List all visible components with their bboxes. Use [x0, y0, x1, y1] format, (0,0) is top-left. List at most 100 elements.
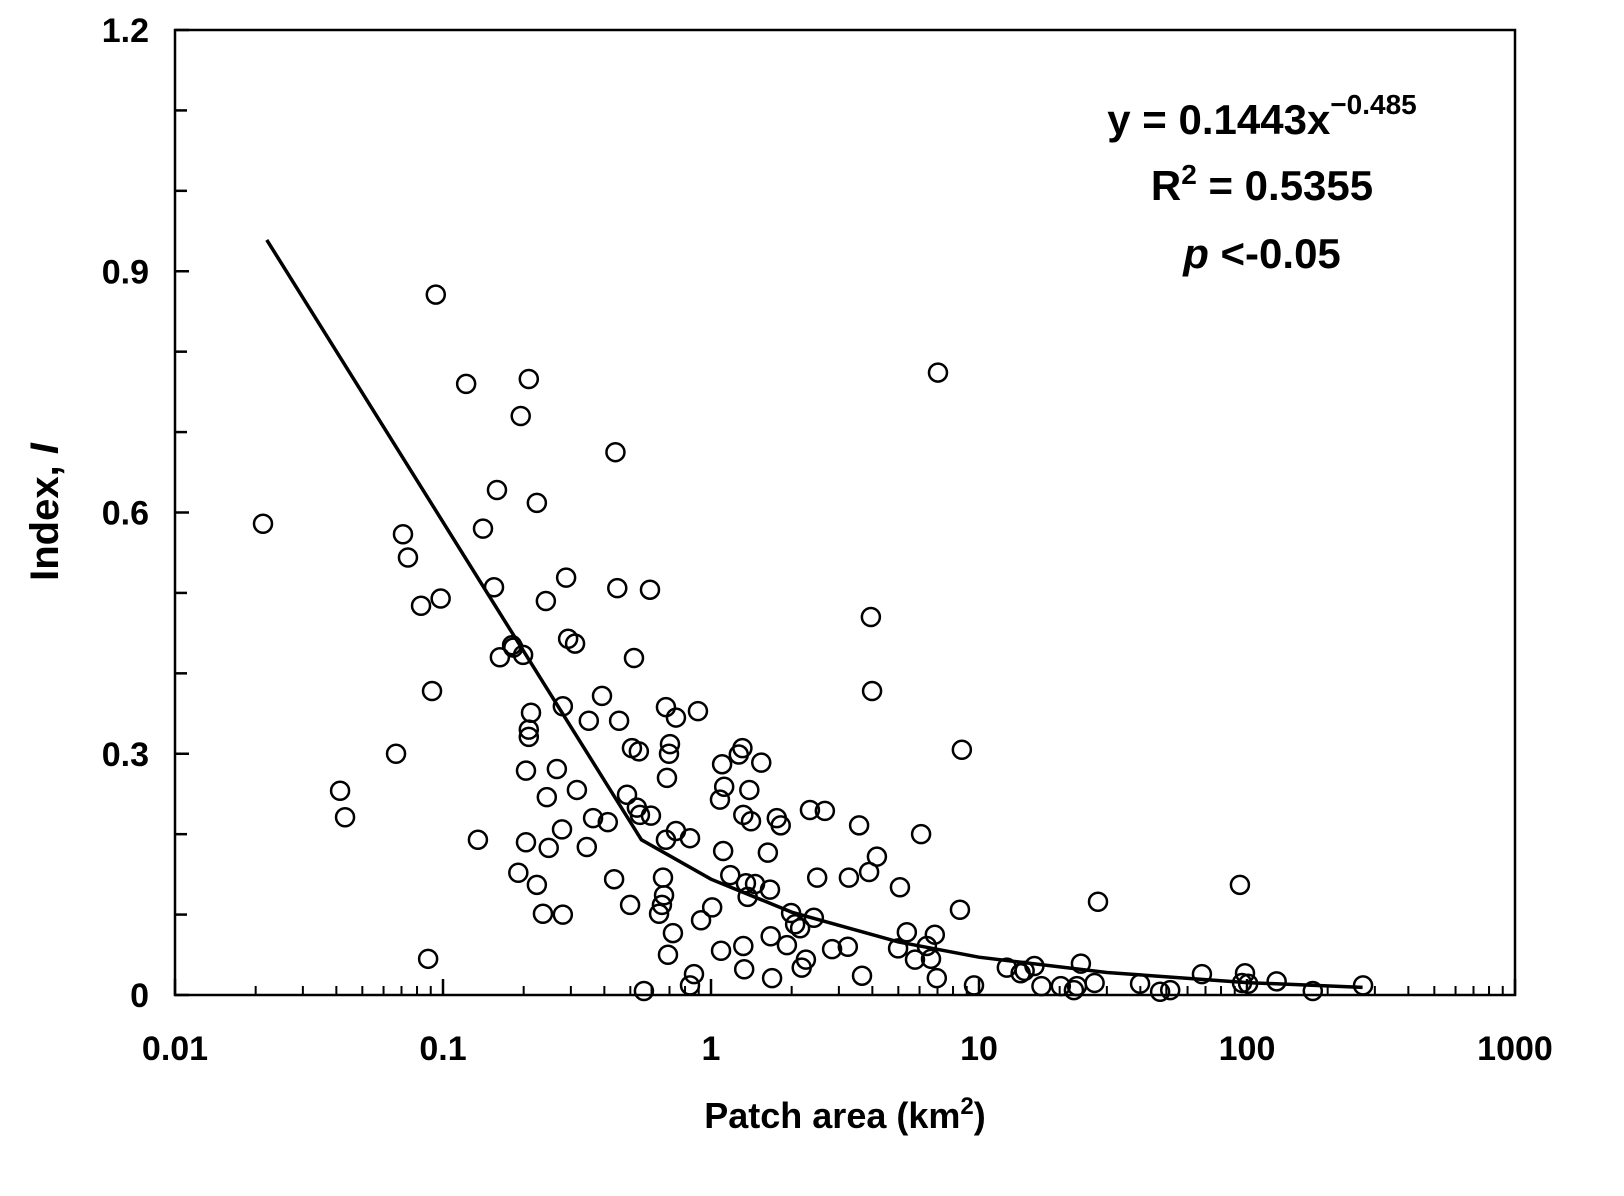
data-point	[770, 815, 791, 836]
data-point	[861, 680, 883, 702]
data-point	[761, 967, 783, 989]
data-point	[851, 965, 873, 986]
data-point	[582, 807, 604, 829]
data-point	[515, 760, 537, 781]
data-point	[679, 827, 701, 849]
data-point	[633, 980, 655, 1002]
data-point	[1087, 891, 1109, 912]
data-point	[597, 811, 619, 833]
data-point	[889, 876, 911, 898]
data-point	[711, 753, 733, 775]
data-point	[532, 903, 554, 925]
y-tick-label: 1.2	[102, 12, 149, 50]
data-point	[555, 567, 577, 588]
x-axis-title-sup: 2	[960, 1093, 973, 1120]
data-point	[455, 373, 477, 395]
data-point	[651, 894, 673, 916]
data-point	[1159, 979, 1181, 1001]
data-point	[740, 811, 762, 832]
y-axis-title: Index, I	[23, 442, 67, 581]
data-point	[713, 776, 735, 797]
data-point	[848, 815, 870, 836]
fit-line	[265, 238, 1363, 990]
r-squared-symbol: R	[1151, 162, 1181, 209]
data-point	[803, 907, 825, 929]
data-point	[467, 829, 489, 851]
data-point	[486, 479, 508, 501]
data-point	[658, 743, 680, 764]
data-point	[536, 786, 558, 808]
data-point	[472, 518, 494, 539]
data-point	[887, 938, 909, 959]
r-squared-value: = 0.5355	[1197, 162, 1373, 209]
data-point	[607, 577, 628, 599]
data-point	[759, 879, 781, 900]
y-tick-label: 0.9	[102, 253, 149, 291]
data-point	[687, 700, 709, 722]
data-point	[603, 868, 625, 890]
equation-exponent: −0.485	[1330, 89, 1416, 120]
x-tick-label: 0.01	[142, 1030, 208, 1068]
y-tick-label: 0	[130, 977, 149, 1015]
equation: y = 0.1443x−0.485	[1107, 89, 1416, 143]
data-point	[410, 595, 432, 617]
data-point	[608, 710, 630, 732]
data-point	[334, 807, 356, 828]
p-value: p <-0.05	[1182, 230, 1341, 277]
data-point	[639, 579, 661, 600]
data-point	[520, 702, 542, 723]
y-tick-label: 0.3	[102, 736, 149, 774]
equation-text: y = 0.1443x	[1107, 96, 1331, 143]
data-point	[806, 867, 828, 888]
data-point	[518, 726, 540, 748]
data-point	[623, 647, 645, 669]
data-point	[659, 733, 681, 755]
x-axis-title: Patch area (km2)	[704, 1093, 986, 1136]
data-point	[866, 846, 888, 867]
p-text: <-0.05	[1209, 230, 1341, 277]
p-symbol: p	[1182, 230, 1209, 277]
data-point	[605, 441, 626, 463]
data-point	[425, 284, 447, 305]
data-point	[417, 948, 439, 970]
data-point	[628, 741, 650, 762]
x-tick-label: 0.1	[419, 1030, 466, 1068]
x-axis-title-end: )	[974, 1095, 986, 1136]
x-tick-label: 1000	[1477, 1030, 1553, 1068]
data-point	[656, 767, 678, 789]
x-tick-label: 100	[1219, 1030, 1276, 1068]
data-point	[665, 707, 687, 728]
data-point	[751, 752, 772, 773]
plot-area	[173, 28, 1517, 1003]
data-point	[789, 918, 811, 939]
data-point	[732, 737, 753, 759]
data-point	[535, 590, 557, 612]
data-point	[760, 926, 781, 947]
data-point	[1084, 972, 1105, 994]
data-point	[640, 805, 662, 826]
data-point	[662, 922, 684, 944]
y-tick-label: 0.6	[102, 495, 149, 533]
data-point	[508, 862, 529, 884]
x-axis-title-text: Patch area (km	[704, 1095, 960, 1136]
x-tick-label: 1	[702, 1030, 721, 1068]
data-point	[926, 967, 948, 989]
data-point	[512, 644, 534, 666]
data-point	[385, 743, 407, 764]
data-point	[526, 492, 548, 514]
data-point	[951, 739, 973, 760]
data-point	[1266, 971, 1287, 992]
data-point	[1070, 953, 1092, 974]
data-point	[821, 938, 843, 960]
data-point	[397, 547, 419, 568]
data-point	[683, 963, 705, 985]
data-point	[799, 799, 821, 821]
data-point	[551, 819, 573, 840]
data-point	[690, 909, 712, 931]
data-point	[1302, 980, 1324, 1002]
data-point	[546, 758, 568, 780]
r-squared: R2 = 0.5355	[1151, 159, 1373, 209]
